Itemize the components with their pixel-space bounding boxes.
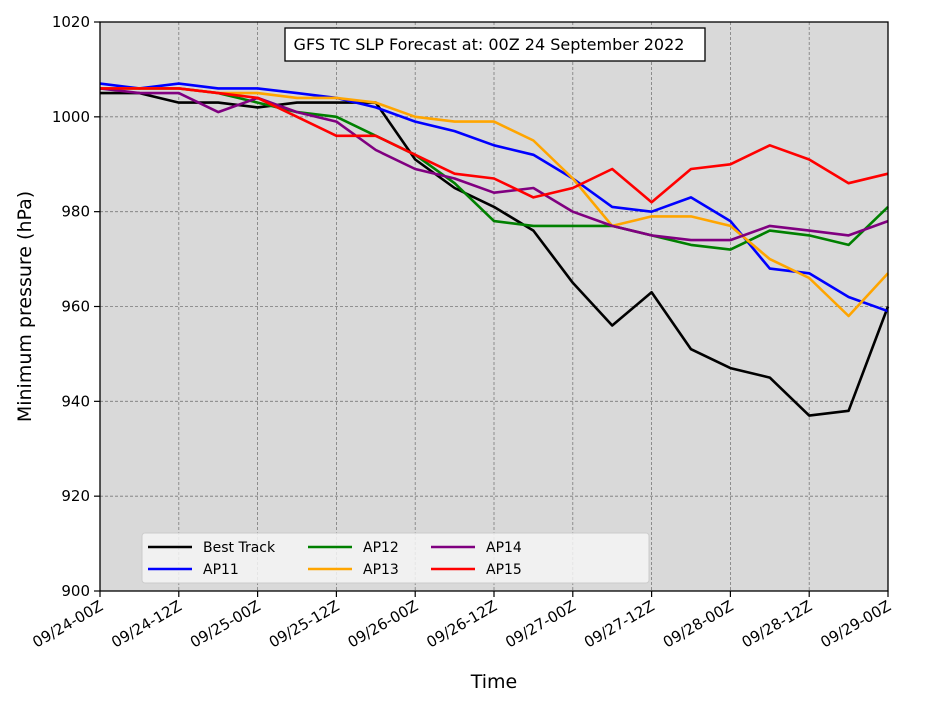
x-tick-label: 09/25-12Z <box>266 597 343 652</box>
x-tick-label: 09/27-00Z <box>502 597 579 652</box>
x-tick-label: 09/29-00Z <box>817 597 894 652</box>
legend-label-ap15: AP15 <box>486 562 522 578</box>
legend-label-ap12: AP12 <box>363 540 399 556</box>
chart-title-frame <box>284 27 706 62</box>
y-axis: 900 920 940 960 980 1000 1020 <box>52 13 100 600</box>
grid-layer <box>100 22 888 591</box>
legend-label-ap13: AP13 <box>363 562 399 578</box>
chart-title: GFS TC SLP Forecast at: 00Z 24 September… <box>294 35 685 54</box>
x-tick-label: 09/28-00Z <box>660 597 737 652</box>
series-line-ap12 <box>100 87 889 251</box>
x-tick-label: 09/24-00Z <box>29 597 106 652</box>
y-tick-label: 900 <box>61 582 90 600</box>
y-tick-label: 1020 <box>52 13 90 31</box>
x-tick-label: 09/27-12Z <box>581 597 658 652</box>
legend-label-ap11: AP11 <box>203 562 239 578</box>
legend-frame <box>141 532 650 584</box>
x-tick-label: 09/26-00Z <box>345 597 422 652</box>
legend: Best Track AP11 AP12 AP13 AP14 AP15 <box>141 532 650 584</box>
series-line-ap11 <box>99 82 889 313</box>
x-tick-label: 09/26-12Z <box>423 597 500 652</box>
x-axis: 09/24-00Z 09/24-12Z 09/25-00Z 09/25-12Z 09/2… <box>29 591 894 651</box>
series-line-best-track <box>100 91 890 417</box>
x-tick-label: 09/25-00Z <box>187 597 264 652</box>
y-tick-label: 920 <box>61 487 90 505</box>
chart-title-box: GFS TC SLP Forecast at: 00Z 24 September… <box>284 27 706 62</box>
y-tick-label: 980 <box>61 203 90 221</box>
y-tick-label: 960 <box>61 298 90 316</box>
series-line-ap14 <box>99 87 889 242</box>
legend-label-ap14: AP14 <box>486 540 522 556</box>
y-tick-label: 940 <box>61 392 90 410</box>
x-tick-label: 09/24-12Z <box>108 597 185 652</box>
x-axis-label: Time <box>470 671 518 693</box>
series-line-ap13 <box>100 87 889 318</box>
y-tick-label: 1000 <box>52 108 90 126</box>
series-line-ap15 <box>100 87 889 204</box>
legend-label-best-track: Best Track <box>203 540 276 556</box>
series-layer <box>99 82 890 417</box>
y-axis-label: Minimum pressure (hPa) <box>14 191 36 422</box>
x-tick-label: 09/28-12Z <box>739 597 816 652</box>
